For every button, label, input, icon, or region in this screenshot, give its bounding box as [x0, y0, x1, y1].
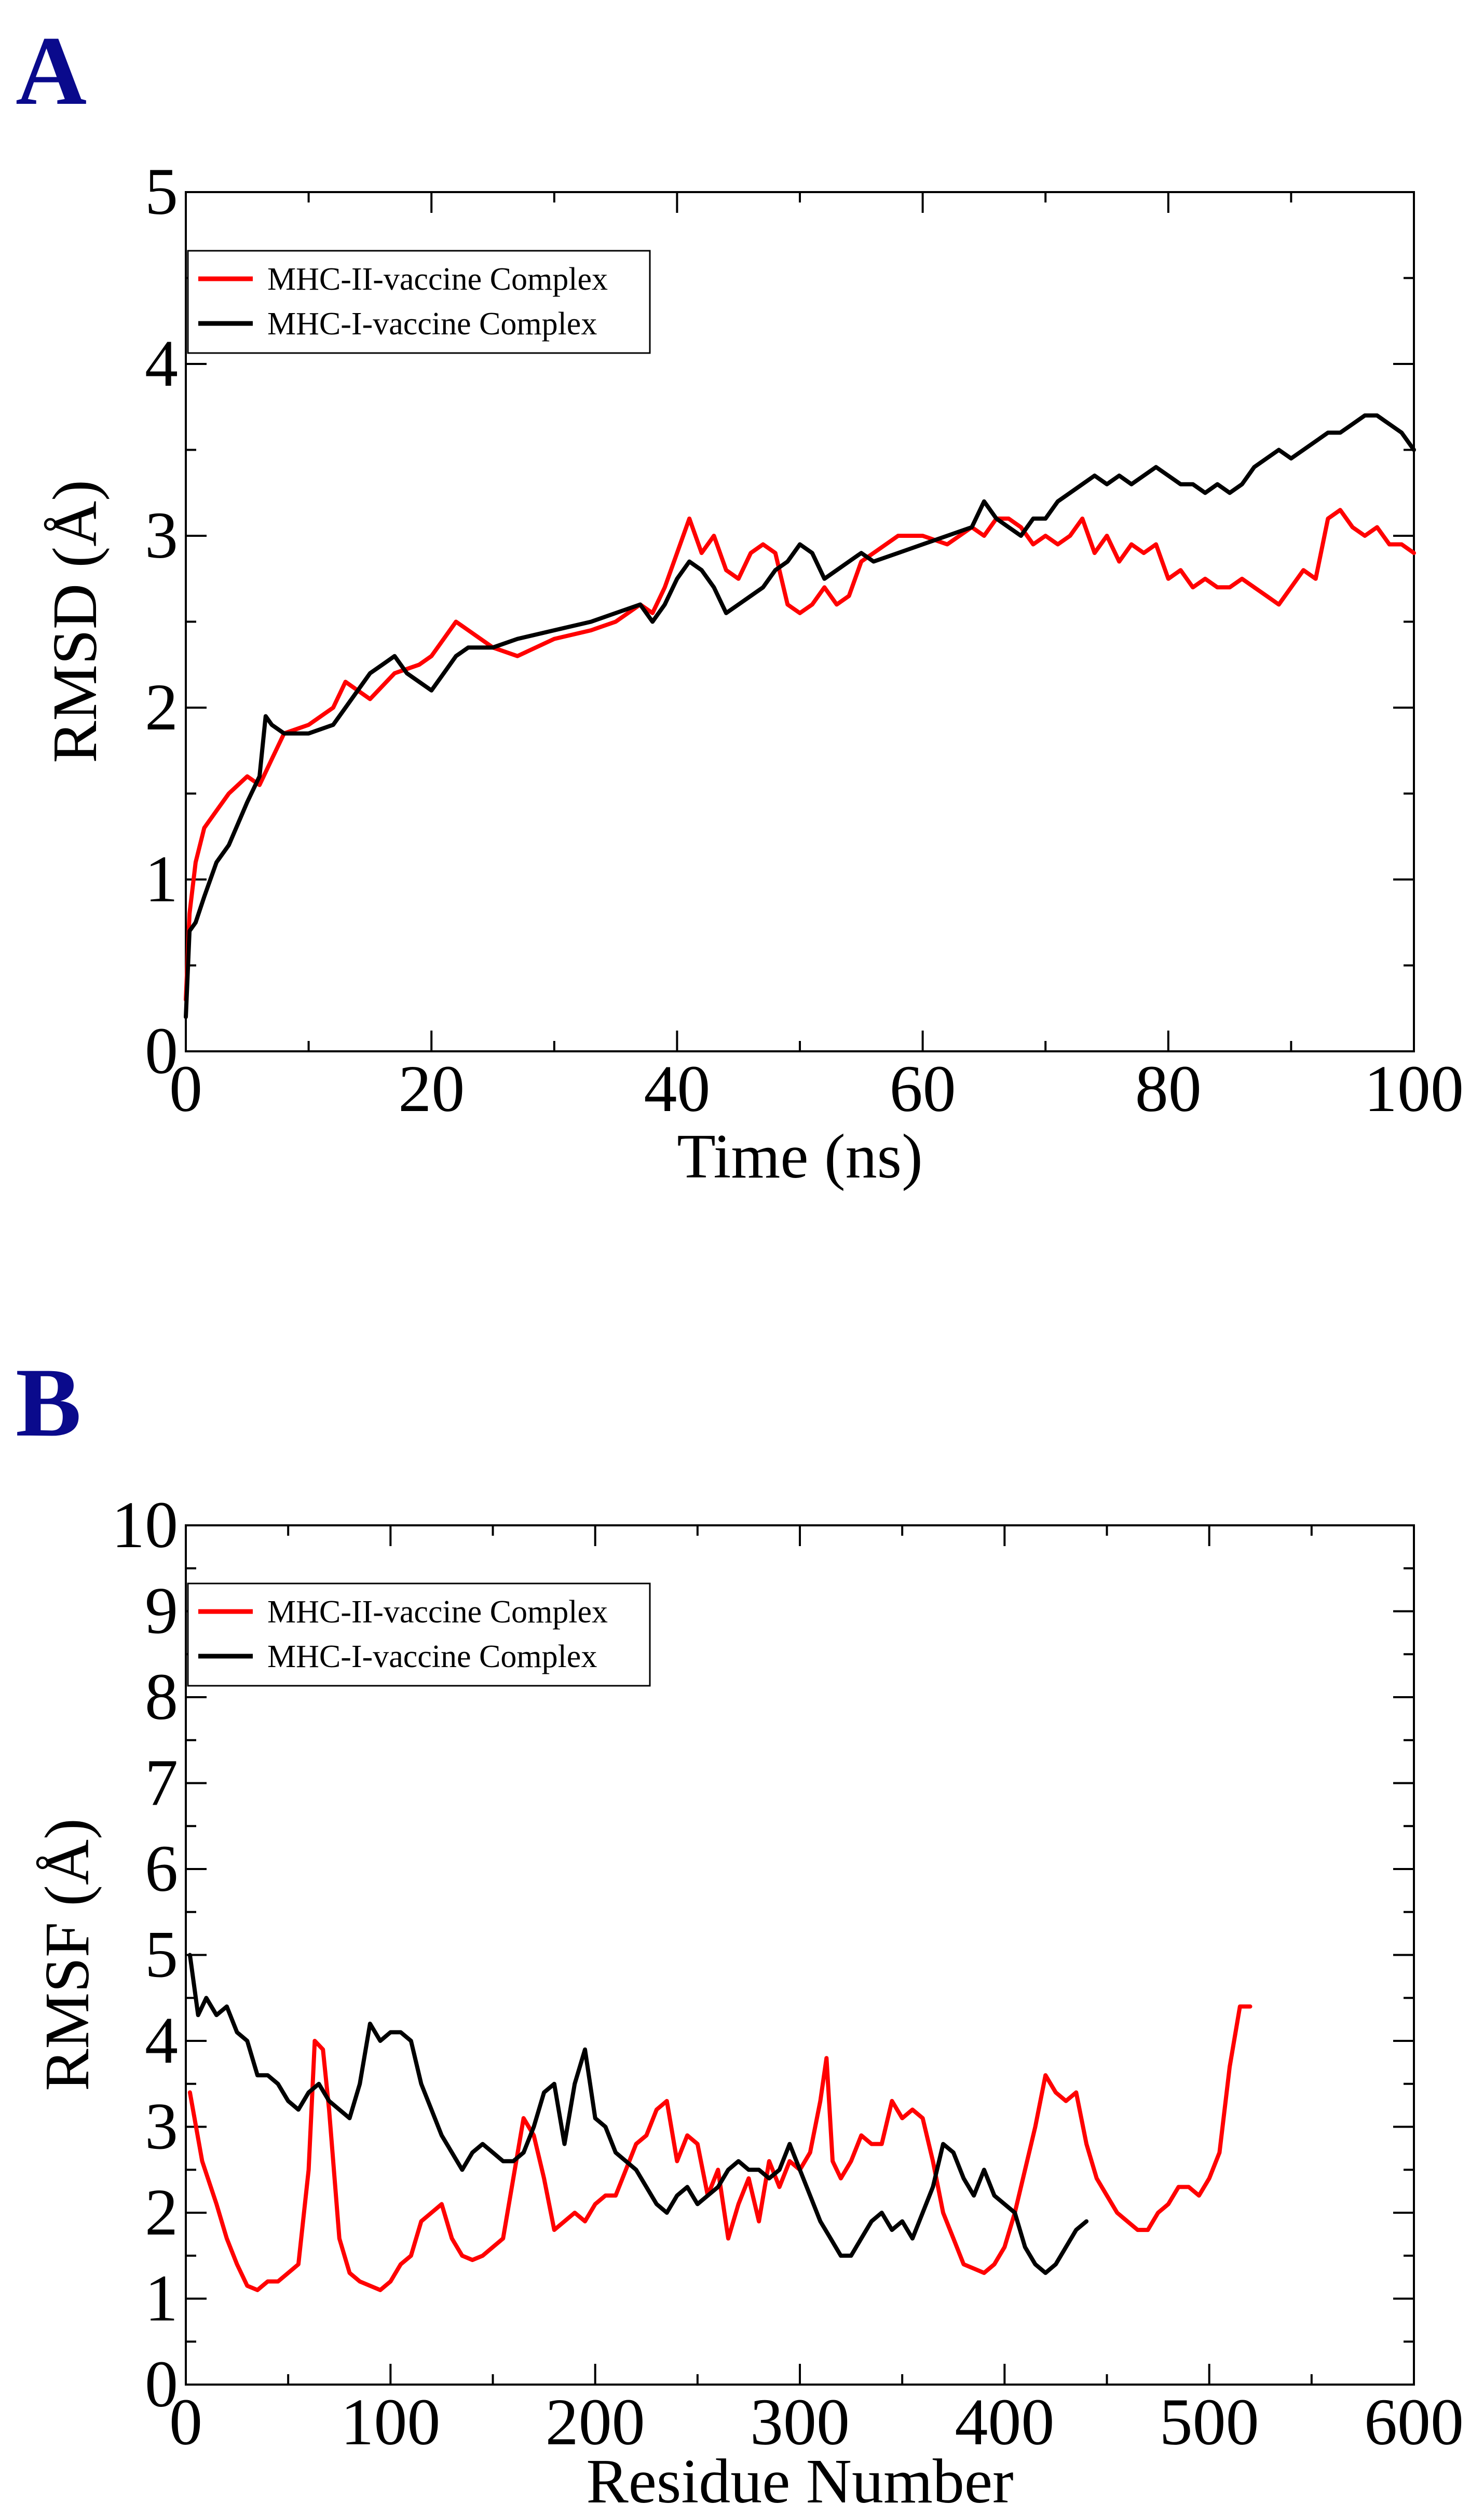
panel-b-y-tick-label: 3: [145, 2090, 178, 2163]
panel-a-series: [184, 413, 1416, 1019]
panel-a-line-mhc-ii-vaccine-complex: [184, 508, 1416, 1002]
panel-a-y-axis-title: RMSD (Å): [40, 480, 110, 763]
panel-b-y-tick-label: 6: [145, 1832, 178, 1905]
panel-a-x-tick-label: 40: [644, 1052, 710, 1126]
panel-a-y-tick-label: 3: [145, 498, 178, 572]
panel-b-ticks: [185, 1524, 1415, 2386]
panel-b-line-mhc-i-vaccine-complex: [187, 1953, 1089, 2275]
panel-a-x-tick-label: 100: [1364, 1052, 1464, 1126]
panel-a-ticks: [185, 191, 1415, 1052]
panel-b-legend-label-mhc-i: MHC-I-vaccine Complex: [267, 1639, 597, 1674]
panel-a-y-tick-label: 1: [145, 842, 178, 916]
panel-b-x-tick-label: 200: [546, 2385, 645, 2459]
panel-b-y-axis-title: RMSF (Å): [32, 1818, 102, 2091]
panel-a-x-axis-title: Time (ns): [677, 1121, 922, 1192]
panel-b-line-mhc-ii-vaccine-complex: [187, 2004, 1252, 2292]
panel-b-y-tick-label: 8: [145, 1660, 178, 1734]
panel-b-y-tick-label: 2: [145, 2175, 178, 2249]
panel-b-x-tick-label: 500: [1160, 2385, 1259, 2459]
panel-b-x-tick-label: 0: [169, 2385, 202, 2459]
panel-a-label: A: [16, 17, 87, 126]
panel-b-legend: MHC-II-vaccine Complex MHC-I-vaccine Com…: [187, 1582, 651, 1687]
panel-a-x-tick-label: 20: [398, 1052, 465, 1126]
panel-b-y-tick-label: 1: [145, 2262, 178, 2335]
panel-b-y-tick-label: 0: [145, 2347, 178, 2421]
panel-a-tick-labels: 0 20 40 60 80 100 0 1 2 3 4 5: [145, 155, 1464, 1126]
panel-b-legend-label-mhc-ii: MHC-II-vaccine Complex: [267, 1594, 608, 1630]
panel-a-x-tick-label: 60: [890, 1052, 956, 1126]
panel-a-legend: MHC-II-vaccine Complex MHC-I-vaccine Com…: [187, 250, 651, 354]
panel-b-y-tick-label: 7: [145, 1746, 178, 1820]
panel-b-label: B: [16, 1348, 81, 1457]
panel-a-legend-label-mhc-i: MHC-I-vaccine Complex: [267, 306, 597, 342]
panel-b-y-tick-label: 9: [145, 1574, 178, 1648]
panel-a-x-tick-label: 0: [169, 1052, 202, 1126]
panel-b-y-tick-label: 5: [145, 1918, 178, 1992]
panel-b-tick-labels: 0 100 200 300 400 500 600 0 1 2 3 4 5 6 7 8 9 10: [112, 1488, 1464, 2459]
panel-b: B 0 100 200 300 400 500 600 0 1 2 3 4 5 6 7 8 9 10 Residu…: [16, 1348, 1464, 2516]
panel-a-y-tick-label: 2: [145, 670, 178, 744]
panel-b-legend-box: [187, 1582, 651, 1687]
panel-b-x-tick-label: 300: [750, 2385, 850, 2459]
panel-b-series: [187, 1953, 1252, 2292]
panel-b-x-axis-title: Residue Number: [586, 2446, 1013, 2516]
panel-b-x-tick-label: 100: [341, 2385, 440, 2459]
panel-a-y-tick-label: 0: [145, 1014, 178, 1088]
panel-b-x-tick-label: 400: [955, 2385, 1054, 2459]
panel-a-x-tick-label: 80: [1135, 1052, 1202, 1126]
panel-a-legend-label-mhc-ii: MHC-II-vaccine Complex: [267, 262, 608, 297]
panel-a-y-tick-label: 5: [145, 155, 178, 228]
panel-a-legend-box: [187, 250, 651, 354]
panel-a-y-tick-label: 4: [145, 327, 178, 400]
panel-a-line-mhc-i-vaccine-complex: [184, 413, 1416, 1019]
panel-b-y-tick-label: 4: [145, 2003, 178, 2077]
panel-b-x-tick-label: 600: [1364, 2385, 1464, 2459]
panel-b-y-tick-label: 10: [112, 1488, 178, 1562]
